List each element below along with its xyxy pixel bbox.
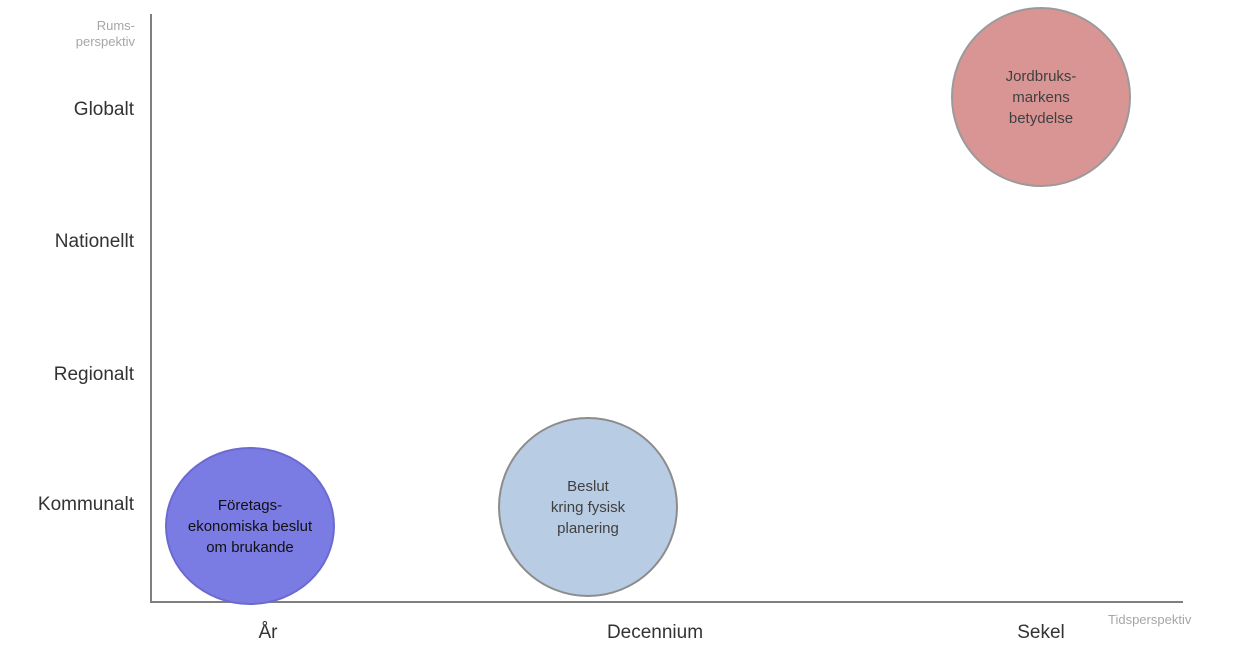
bubble-foretagsekonomiska-beslut: Företags- ekonomiska beslut om brukande [165,447,335,605]
x-tick-sekel: Sekel [1017,622,1065,643]
y-tick-nationellt: Nationellt [54,231,134,252]
y-tick-regionalt: Regionalt [53,364,134,385]
x-axis-line [150,601,1183,603]
x-tick-ar: År [258,622,278,643]
y-tick-kommunalt: Kommunalt [37,494,134,515]
x-axis-title: Tidsperspektiv [1108,612,1192,627]
bubble-jordbruksmarkens-betydelse: Jordbruks- markens betydelse [951,7,1131,187]
bubble-beslut-fysisk-planering: Beslut kring fysisk planering [498,417,678,597]
bubble-label: Företags- ekonomiska beslut om brukande [187,496,313,556]
x-tick-decennium: Decennium [606,622,704,643]
y-axis-title: Rums- perspektiv [75,18,135,49]
bubble-label: Beslut kring fysisk planering [550,477,626,537]
bubble-label: Jordbruks- markens betydelse [1005,67,1077,127]
y-tick-globalt: Globalt [73,99,134,120]
y-axis-line [150,14,152,603]
